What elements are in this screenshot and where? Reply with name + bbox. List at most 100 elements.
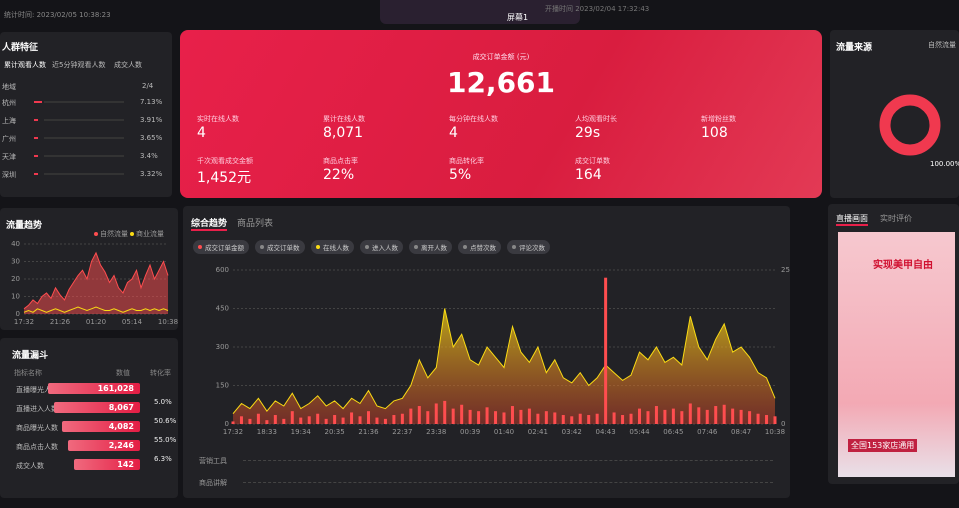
bar <box>714 406 718 424</box>
metric-label: 累计在线人数 <box>323 115 365 123</box>
chip-dot <box>414 245 418 249</box>
pager[interactable]: 2/4 <box>142 82 154 90</box>
chip[interactable]: 成交订单数 <box>255 240 305 254</box>
video-headline: 实现美甲自由 <box>873 260 933 271</box>
panel-title: 人群特征 <box>2 43 39 53</box>
region-track <box>44 119 124 121</box>
x-tick-label: 08:47 <box>731 428 751 436</box>
tab[interactable]: 综合趋势 <box>191 216 228 231</box>
tab[interactable]: 直播画面 <box>836 213 868 226</box>
chip[interactable]: 评论次数 <box>507 240 550 254</box>
bar <box>739 409 743 424</box>
panel-title: 流量来源 <box>836 43 873 53</box>
bar <box>697 407 701 424</box>
funnel-rate: 6.3% <box>154 455 172 463</box>
bar <box>578 413 582 424</box>
bar <box>748 411 752 424</box>
bar <box>417 406 421 424</box>
funnel-label: 直播曝光人数 <box>16 386 58 394</box>
bar <box>519 409 523 424</box>
top-bar <box>380 0 580 24</box>
chip[interactable]: 离开人数 <box>409 240 452 254</box>
funnel-bar: 8,067 <box>54 402 140 413</box>
bar <box>604 277 608 424</box>
bar <box>544 411 548 424</box>
x-tick-label: 06:45 <box>663 428 683 436</box>
chip-dot <box>365 245 369 249</box>
bar <box>307 416 311 424</box>
bar <box>358 416 362 424</box>
video-frame <box>838 232 955 477</box>
x-tick-label: 10:38 <box>765 428 785 436</box>
bar <box>273 415 277 424</box>
x-tick-label: 21:26 <box>50 318 71 326</box>
bar <box>536 413 540 424</box>
tab[interactable]: 实时评价 <box>880 214 912 223</box>
bar <box>265 420 269 424</box>
bar <box>299 417 303 424</box>
bar <box>239 416 243 424</box>
live-time: 开播时间 2023/02/04 17:32:43 <box>545 5 650 13</box>
chip-dot <box>198 245 202 249</box>
region-track <box>44 101 124 103</box>
bar <box>722 404 726 424</box>
chip[interactable]: 进入人数 <box>360 240 403 254</box>
bar <box>756 413 760 424</box>
y-tick-label: 10 <box>11 293 20 301</box>
chip[interactable]: 点赞次数 <box>458 240 501 254</box>
bar <box>570 416 574 424</box>
funnel-label: 直播进入人数 <box>16 405 58 413</box>
x-tick-label: 05:44 <box>629 428 650 436</box>
y2-tick-label: 0 <box>781 420 785 428</box>
funnel-bar: 161,028 <box>48 383 140 394</box>
x-tick-label: 17:32 <box>14 318 34 326</box>
region-name: 上海 <box>2 117 16 125</box>
x-tick-label: 07:46 <box>697 428 718 436</box>
video-caption: 全国153家店通用 <box>848 439 918 452</box>
legend-dot <box>94 232 98 236</box>
metric-value: 5% <box>449 167 472 183</box>
funnel-label: 成交人数 <box>16 462 44 470</box>
chip[interactable]: 成交订单金额 <box>193 240 249 254</box>
metric-value: 29s <box>575 125 601 141</box>
legend: 自然流量 <box>928 41 956 49</box>
region-bar <box>34 155 38 157</box>
bar <box>392 415 396 424</box>
y-tick-label: 150 <box>216 382 229 390</box>
area <box>233 308 775 424</box>
x-tick-label: 18:33 <box>257 428 277 436</box>
tab[interactable]: 成交人数 <box>114 61 142 69</box>
region-bar <box>34 173 38 175</box>
x-tick-label: 19:34 <box>291 428 312 436</box>
tab[interactable]: 累计观看人数 <box>4 61 46 69</box>
metric-label: 人均观看时长 <box>575 115 617 123</box>
metric-value: 22% <box>323 167 355 183</box>
chip[interactable]: 在线人数 <box>311 240 354 254</box>
bar <box>680 411 684 424</box>
video-panel: 实现美甲自由 全国153家店通用 直播画面 实时评价 <box>828 204 959 484</box>
bar <box>654 406 658 424</box>
bar <box>443 400 447 424</box>
bar <box>460 404 464 424</box>
tab[interactable]: 商品列表 <box>237 219 274 229</box>
region-bar <box>34 137 38 139</box>
area <box>24 252 168 314</box>
bar <box>324 418 328 424</box>
bar <box>350 412 354 424</box>
metric-value: 1,452元 <box>197 170 252 186</box>
y2-tick-label: 25 <box>781 266 790 274</box>
legend-label: 商业流量 <box>136 230 164 238</box>
bar <box>502 412 506 424</box>
tab[interactable]: 近5分钟观看人数 <box>52 61 106 69</box>
funnel-bar: 2,246 <box>68 440 140 451</box>
metric-label: 实时在线人数 <box>197 115 239 123</box>
bar <box>333 415 337 424</box>
region-track <box>44 137 124 139</box>
region-pct: 7.13% <box>140 98 163 106</box>
bar <box>400 413 404 424</box>
metric-label: 成交订单数 <box>575 157 610 165</box>
screen-label[interactable]: 屏幕1 <box>507 13 529 22</box>
bar <box>688 403 692 424</box>
bar <box>595 413 599 424</box>
x-tick-label: 03:42 <box>562 428 582 436</box>
